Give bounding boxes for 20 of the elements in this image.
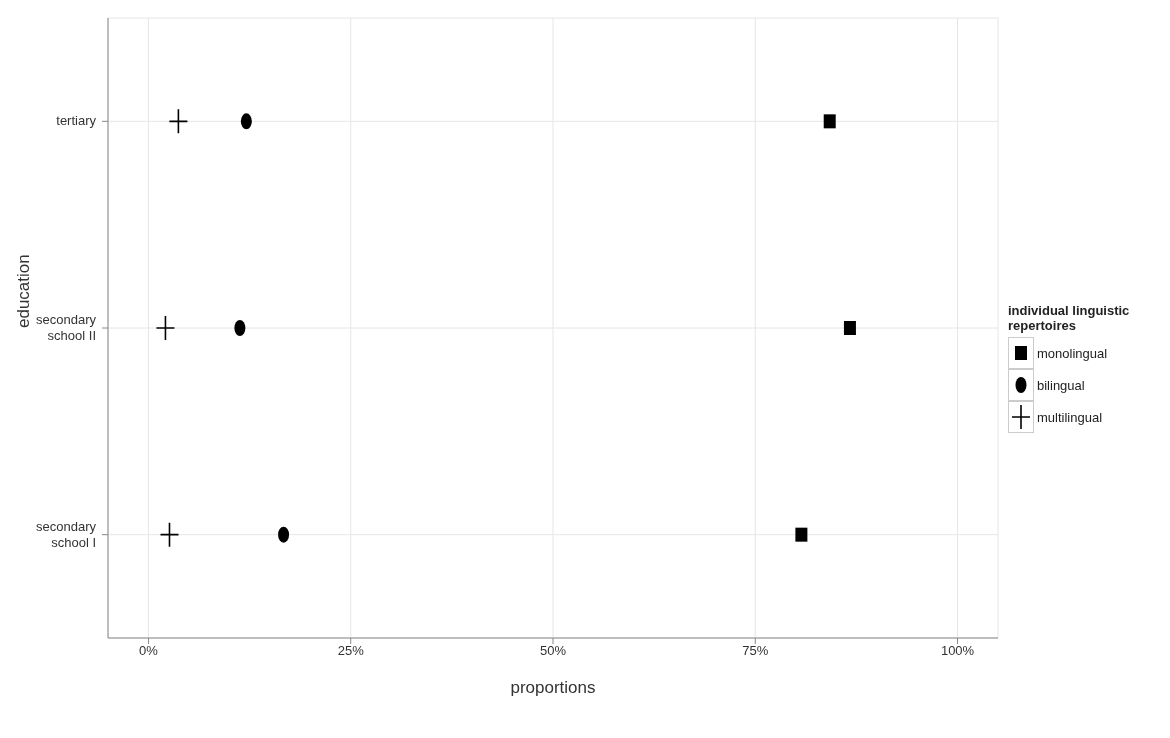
y-tick-label: secondary school II [36,312,97,343]
point [823,114,836,129]
legend-label: monolingual [1037,345,1108,361]
y-tick-label: secondary school I [36,518,97,550]
legend-label: multilingual [1037,409,1103,425]
point [240,113,252,130]
x-tick-label: 25% [337,643,365,659]
legend-label: bilingual [1037,377,1085,393]
y-axis-title: education [14,254,34,328]
point [843,321,856,335]
x-tick-label: 50% [539,643,567,659]
legend-title: individual linguistic repertoires [1008,303,1131,333]
point [795,527,808,542]
x-tick-label: 75% [742,643,769,659]
x-axis-title: proportions [510,678,596,697]
point [234,320,246,336]
y-tick-label: tertiary [56,113,97,129]
point [278,526,290,543]
x-tick-label: 100% [940,643,975,659]
x-tick-label: 0% [139,643,159,659]
